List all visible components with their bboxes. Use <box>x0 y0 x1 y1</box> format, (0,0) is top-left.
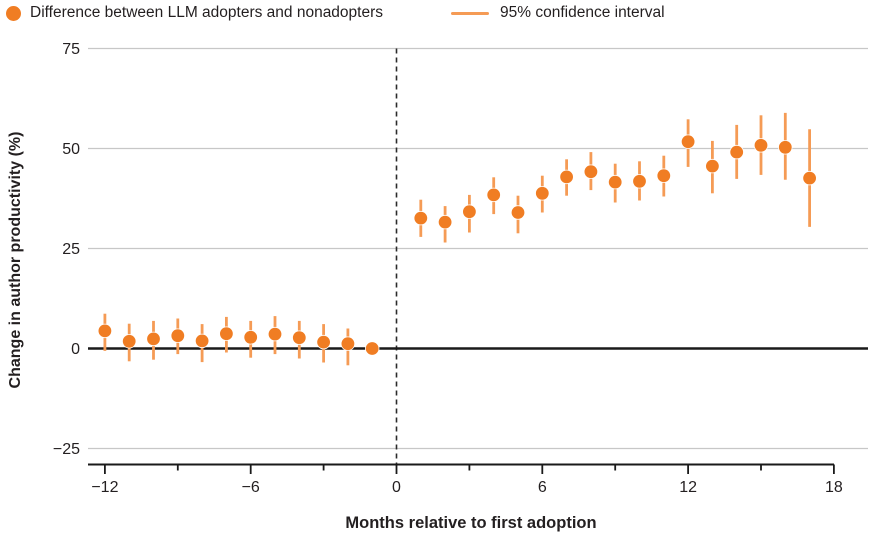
x-axis-title: Months relative to first adoption <box>345 514 596 532</box>
data-point <box>219 326 234 341</box>
x-tick-label: 18 <box>825 479 843 496</box>
x-tick-label: 6 <box>538 479 547 496</box>
data-point <box>729 144 744 160</box>
data-point <box>535 186 550 201</box>
data-point <box>316 334 331 350</box>
data-point <box>292 330 307 345</box>
data-point <box>243 330 258 345</box>
legend-series-label: Difference between LLM adopters and nona… <box>30 4 384 21</box>
data-point <box>146 331 161 347</box>
legend-ci-line-icon <box>451 11 490 15</box>
legend-dot-icon <box>6 5 21 21</box>
x-tick-label: −6 <box>242 479 260 496</box>
data-point <box>632 174 647 189</box>
data-point <box>778 140 793 155</box>
legend: Difference between LLM adopters and nona… <box>6 3 665 23</box>
y-tick-label: −25 <box>53 441 80 458</box>
data-point <box>267 326 283 342</box>
data-point <box>705 158 720 174</box>
x-tick-label: −12 <box>91 479 118 496</box>
data-point <box>365 341 380 356</box>
legend-ci-label: 95% confidence interval <box>500 4 665 21</box>
data-point <box>170 328 186 343</box>
legend-item-ci: 95% confidence interval <box>451 4 665 22</box>
y-tick-label: 25 <box>62 241 80 258</box>
data-point <box>437 214 453 230</box>
data-point <box>340 336 356 351</box>
data-point <box>802 170 817 186</box>
data-point <box>462 204 477 219</box>
legend-item-difference: Difference between LLM adopters and nona… <box>6 4 383 22</box>
y-tick-label: 75 <box>62 41 80 58</box>
y-tick-label: 50 <box>62 141 80 158</box>
data-point <box>486 187 501 203</box>
data-point <box>753 138 769 153</box>
data-point <box>121 334 137 349</box>
data-point <box>656 168 672 183</box>
data-point <box>413 210 429 226</box>
x-tick-label: 0 <box>392 479 401 496</box>
y-tick-label: 0 <box>71 341 80 358</box>
y-axis-title: Change in author productivity (%) <box>7 132 24 389</box>
data-point <box>559 169 574 185</box>
data-point <box>194 333 210 349</box>
x-tick-label: 12 <box>679 479 697 496</box>
data-point <box>97 323 113 339</box>
data-point <box>583 164 599 179</box>
data-point <box>510 205 526 220</box>
data-point <box>608 174 623 190</box>
data-point <box>680 134 696 149</box>
